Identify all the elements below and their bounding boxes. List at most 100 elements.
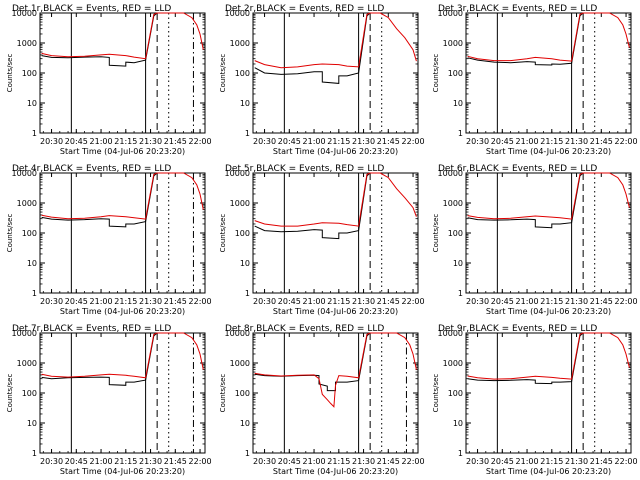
x-tick-label: 20:45	[65, 297, 88, 306]
series-line-lld	[41, 12, 204, 60]
y-tick-label: 1	[458, 129, 463, 138]
y-tick-label: 1	[245, 449, 250, 458]
x-tick-label: 20:30	[40, 137, 63, 146]
x-tick-label: 21:45	[590, 457, 613, 466]
x-tick-label: 22:00	[615, 137, 638, 146]
y-tick-label: 1000	[17, 39, 37, 48]
x-tick-label: 20:45	[278, 457, 301, 466]
y-axis-label: Counts/sec	[432, 214, 440, 253]
panel-title: Det 4r,BLACK = Events, RED = LLD	[12, 164, 171, 174]
x-tick-label: 21:00	[303, 137, 326, 146]
plot-frame	[252, 332, 419, 454]
y-tick-label: 1000	[230, 199, 250, 208]
x-tick-label: 21:15	[114, 137, 137, 146]
x-tick-label: 22:00	[615, 457, 638, 466]
x-tick-label: 21:45	[164, 137, 187, 146]
x-tick-label: 21:45	[590, 297, 613, 306]
x-axis-label: Start Time (04-Jul-06 20:23:20)	[60, 467, 185, 476]
y-tick-label: 1	[245, 129, 250, 138]
x-axis-label: Start Time (04-Jul-06 20:23:20)	[486, 147, 611, 156]
y-tick-label: 10	[453, 419, 463, 428]
x-tick-label: 21:15	[540, 297, 563, 306]
panel-title: Det 2r,BLACK = Events, RED = LLD	[225, 4, 384, 14]
series-line-lld	[41, 172, 204, 220]
y-tick-label: 10	[240, 259, 250, 268]
x-tick-label: 22:00	[189, 457, 212, 466]
x-tick-label: 21:30	[139, 297, 162, 306]
panel-title: Det 8r,BLACK = Events, RED = LLD	[225, 324, 384, 334]
x-axis-label: Start Time (04-Jul-06 20:23:20)	[273, 307, 398, 316]
y-tick-label: 100	[235, 229, 250, 238]
x-tick-label: 21:15	[114, 457, 137, 466]
x-tick-label: 20:30	[253, 137, 276, 146]
y-tick-label: 100	[448, 229, 463, 238]
x-tick-label: 21:30	[565, 297, 588, 306]
y-tick-label: 1000	[443, 39, 463, 48]
y-tick-label: 10	[27, 99, 37, 108]
y-tick-label: 10	[453, 259, 463, 268]
x-tick-label: 21:15	[540, 137, 563, 146]
y-tick-label: 1	[32, 289, 37, 298]
y-tick-label: 10000	[12, 9, 37, 18]
y-tick-label: 10000	[12, 169, 37, 178]
x-tick-label: 21:45	[590, 137, 613, 146]
y-axis-label: Counts/sec	[432, 374, 440, 413]
series-line-lld	[254, 172, 417, 227]
x-tick-label: 21:00	[90, 137, 113, 146]
y-tick-label: 10	[240, 419, 250, 428]
x-tick-label: 21:45	[164, 457, 187, 466]
y-axis-label: Counts/sec	[6, 374, 14, 413]
x-tick-label: 21:45	[377, 457, 400, 466]
y-tick-label: 100	[448, 69, 463, 78]
y-tick-label: 100	[235, 389, 250, 398]
x-tick-label: 21:00	[516, 457, 539, 466]
x-axis-label: Start Time (04-Jul-06 20:23:20)	[486, 307, 611, 316]
x-tick-label: 20:30	[253, 297, 276, 306]
x-tick-label: 21:30	[565, 457, 588, 466]
panel-7: 1 10 100 1000 10000 20:30 20:45 21:00 21:15 21:30…	[6, 324, 212, 476]
panel-title: Det 7r,BLACK = Events, RED = LLD	[12, 324, 171, 334]
x-tick-label: 22:00	[402, 137, 425, 146]
y-tick-label: 1000	[17, 359, 37, 368]
x-tick-label: 22:00	[189, 297, 212, 306]
panel-title: Det 9r,BLACK = Events, RED = LLD	[438, 324, 597, 334]
x-axis-label: Start Time (04-Jul-06 20:23:20)	[273, 467, 398, 476]
x-tick-label: 20:45	[491, 297, 514, 306]
x-tick-label: 20:45	[65, 137, 88, 146]
series-line-lld	[467, 12, 630, 62]
y-tick-label: 10000	[438, 169, 463, 178]
y-tick-label: 1	[458, 449, 463, 458]
x-tick-label: 21:45	[164, 297, 187, 306]
x-tick-label: 22:00	[615, 297, 638, 306]
x-tick-label: 21:00	[303, 457, 326, 466]
x-tick-label: 21:45	[377, 137, 400, 146]
panel-1: 1 10 100 1000 10000 20:30 20:45 21:00 21:15 21:30…	[6, 4, 212, 156]
panel-title: Det 3r,BLACK = Events, RED = LLD	[438, 4, 597, 14]
x-axis-label: Start Time (04-Jul-06 20:23:20)	[273, 147, 398, 156]
series-line-events	[254, 172, 371, 240]
x-tick-label: 20:30	[466, 137, 489, 146]
y-tick-label: 10000	[12, 329, 37, 338]
series-line-events	[41, 332, 158, 386]
x-tick-label: 21:00	[516, 137, 539, 146]
x-tick-label: 21:00	[516, 297, 539, 306]
x-tick-label: 20:45	[278, 297, 301, 306]
x-axis-label: Start Time (04-Jul-06 20:23:20)	[60, 147, 185, 156]
x-tick-label: 21:30	[139, 457, 162, 466]
y-tick-label: 10000	[438, 329, 463, 338]
y-tick-label: 100	[22, 389, 37, 398]
x-tick-label: 20:30	[40, 297, 63, 306]
plot-frame	[39, 172, 206, 294]
x-tick-label: 21:45	[377, 297, 400, 306]
panel-2: 1 10 100 1000 10000 20:30 20:45 21:00 21:15 21:30…	[219, 4, 425, 156]
y-axis-label: Counts/sec	[219, 54, 227, 93]
x-tick-label: 21:15	[327, 137, 350, 146]
y-axis-label: Counts/sec	[432, 54, 440, 93]
x-tick-label: 21:30	[352, 137, 375, 146]
panel-title: Det 1r,BLACK = Events, RED = LLD	[12, 4, 171, 14]
y-tick-label: 10000	[225, 169, 250, 178]
x-tick-label: 21:15	[114, 297, 137, 306]
y-tick-label: 1000	[443, 359, 463, 368]
x-axis-label: Start Time (04-Jul-06 20:23:20)	[486, 467, 611, 476]
y-tick-label: 1000	[230, 359, 250, 368]
